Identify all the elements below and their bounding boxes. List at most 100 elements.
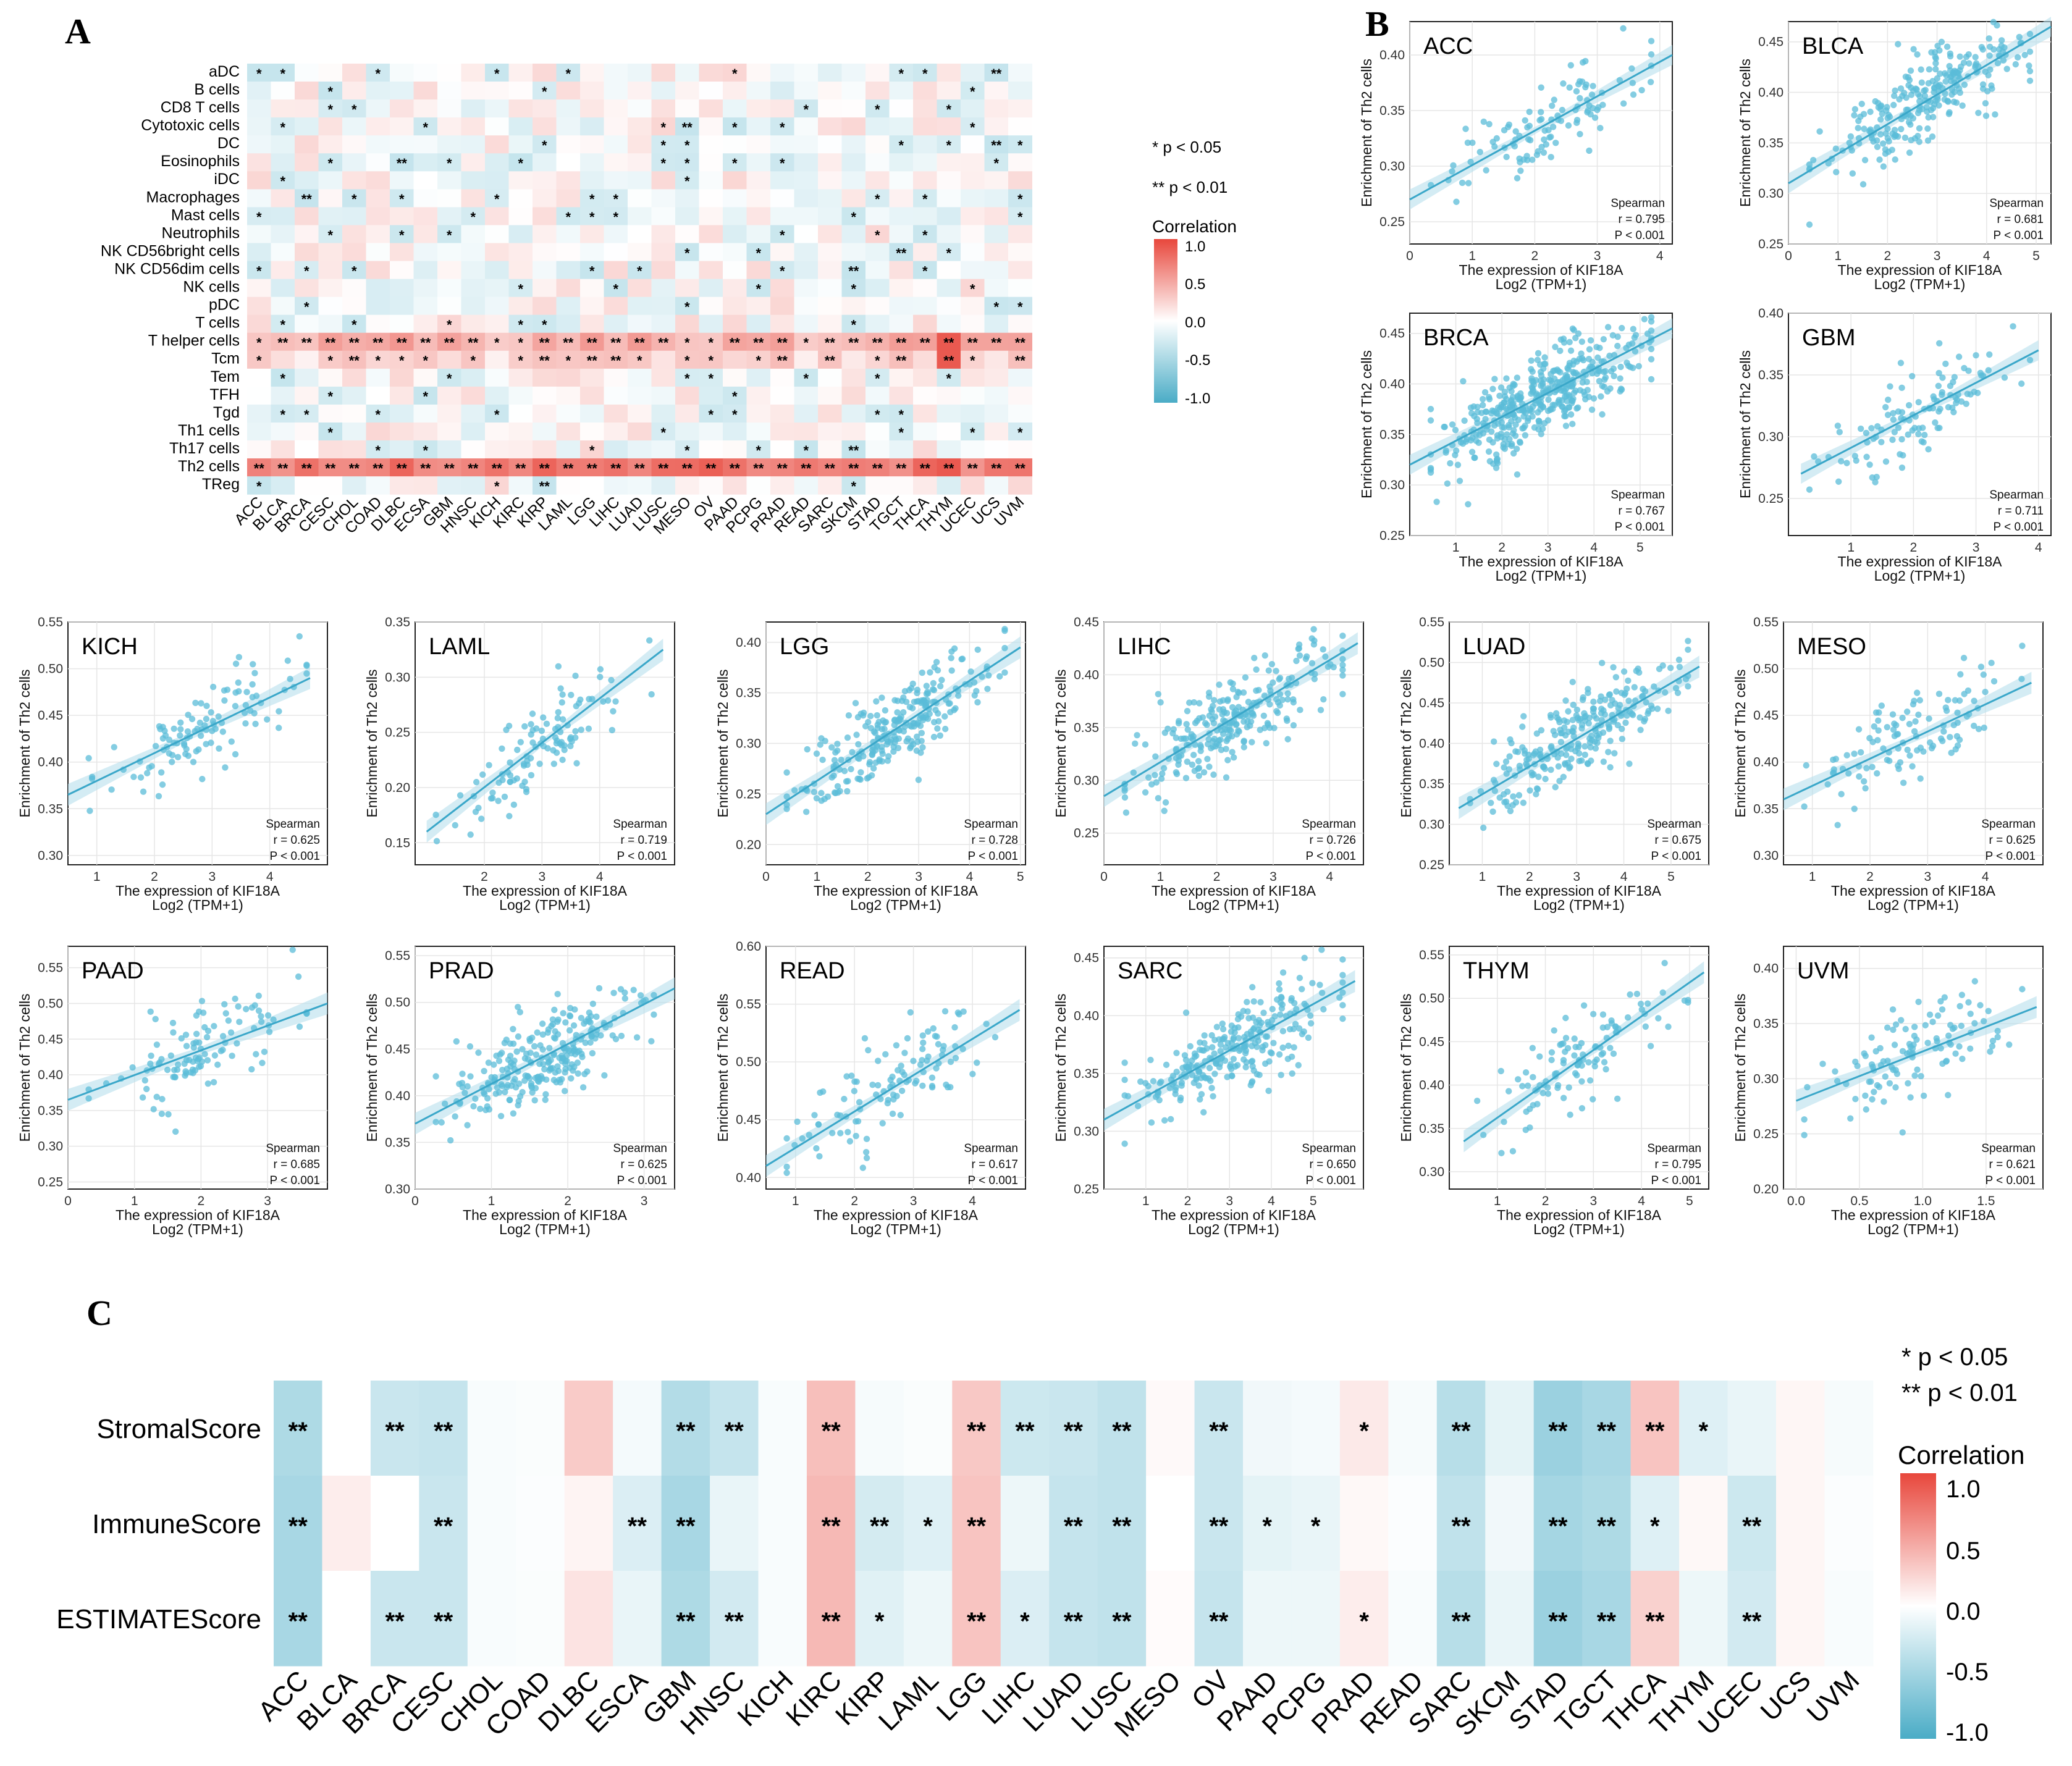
x-axis-label: The expression of KIF18A bbox=[1838, 553, 2003, 570]
stat-r: r = 0.617 bbox=[971, 1158, 1018, 1171]
significance-star: ** bbox=[777, 353, 788, 369]
heatmap-cell bbox=[770, 332, 794, 351]
data-point bbox=[1986, 351, 1993, 358]
data-point bbox=[1533, 785, 1541, 792]
data-point bbox=[1205, 1075, 1212, 1082]
x-tick-label: 1.0 bbox=[1914, 1194, 1932, 1208]
data-point bbox=[1560, 80, 1567, 87]
heatmap-cell bbox=[437, 476, 461, 495]
heatmap-cell bbox=[913, 476, 937, 495]
heatmap-cell bbox=[651, 82, 676, 100]
data-point bbox=[141, 1077, 148, 1084]
data-point bbox=[822, 738, 828, 744]
data-point bbox=[507, 778, 513, 785]
significance-star: * bbox=[399, 353, 405, 369]
y-tick-label: 0.55 bbox=[38, 961, 63, 975]
data-point bbox=[1510, 450, 1517, 457]
data-point bbox=[188, 715, 196, 723]
data-point bbox=[974, 699, 981, 706]
data-point bbox=[1297, 707, 1303, 713]
significance-star: * bbox=[803, 443, 809, 458]
data-point bbox=[1240, 744, 1247, 751]
significance-star: * bbox=[1311, 1513, 1321, 1540]
data-point bbox=[1580, 1002, 1588, 1009]
heatmap-cell bbox=[366, 135, 390, 154]
data-point bbox=[1943, 1057, 1950, 1064]
significance-star: * bbox=[280, 371, 285, 387]
heatmap-cell bbox=[794, 296, 819, 316]
data-point bbox=[1941, 994, 1948, 1001]
data-point bbox=[1555, 763, 1562, 770]
heatmap-cell bbox=[1485, 1476, 1535, 1571]
heatmap-cell bbox=[580, 189, 604, 208]
significance-star: * bbox=[352, 191, 357, 207]
data-point bbox=[612, 698, 619, 705]
significance-star: * bbox=[1017, 138, 1023, 153]
data-point bbox=[1897, 85, 1905, 92]
heatmap-cell bbox=[952, 1571, 1001, 1667]
data-point bbox=[514, 746, 521, 754]
data-point bbox=[178, 1035, 185, 1042]
data-point bbox=[1121, 1059, 1128, 1066]
data-point bbox=[938, 676, 945, 684]
heatmap-cell bbox=[889, 207, 914, 225]
stat-p: P < 0.001 bbox=[1993, 521, 2044, 534]
significance-star: ** bbox=[420, 335, 431, 351]
data-point bbox=[1633, 667, 1640, 675]
heatmap-cell bbox=[889, 314, 914, 334]
heatmap-cell bbox=[984, 99, 1009, 118]
heatmap-cell bbox=[485, 368, 509, 387]
y-tick-label: 0.45 bbox=[1379, 327, 1405, 341]
data-point bbox=[1257, 999, 1264, 1006]
significance-star: * bbox=[684, 138, 690, 153]
data-point bbox=[1560, 1095, 1567, 1101]
data-point bbox=[1208, 1032, 1215, 1039]
data-point bbox=[1583, 379, 1590, 385]
heatmap-cell bbox=[1339, 1571, 1389, 1667]
data-point bbox=[1620, 668, 1628, 675]
data-point bbox=[1559, 106, 1566, 114]
significance-star: ** bbox=[1597, 1608, 1617, 1635]
heatmap-cell bbox=[661, 1476, 710, 1571]
heatmap-cell bbox=[533, 99, 557, 118]
heatmap-cell bbox=[1049, 1571, 1098, 1667]
heatmap-cell bbox=[841, 476, 866, 495]
heatmap-cell bbox=[318, 171, 343, 190]
heatmap-cell bbox=[508, 296, 533, 316]
heatmap-cell bbox=[580, 314, 604, 334]
heatmap-cell bbox=[651, 207, 676, 225]
data-point bbox=[1195, 765, 1202, 772]
data-point bbox=[1935, 382, 1942, 390]
data-point bbox=[1863, 765, 1870, 772]
data-point bbox=[1562, 385, 1570, 392]
data-point bbox=[1832, 755, 1840, 762]
heatmap-cell bbox=[1388, 1571, 1438, 1667]
heatmap-cell bbox=[604, 243, 628, 262]
x-tick-label: 1.5 bbox=[1977, 1194, 1995, 1208]
data-point bbox=[834, 783, 841, 790]
heatmap-cell bbox=[580, 404, 604, 423]
heatmap-cell bbox=[841, 117, 866, 136]
heatmap-cell bbox=[342, 153, 366, 172]
heatmap-cell bbox=[318, 117, 343, 136]
data-point bbox=[1926, 1011, 1934, 1018]
data-point bbox=[470, 1103, 477, 1110]
immune-heatmap: * * * * * * * * **aDC* * *B cells* * * * *CD8 T cells*… bbox=[101, 63, 1032, 538]
heatmap-cell bbox=[508, 368, 533, 387]
data-point bbox=[432, 811, 439, 818]
heatmap-cell bbox=[533, 189, 557, 208]
heatmap-cell bbox=[865, 350, 890, 369]
row-label: NK cells bbox=[183, 279, 240, 296]
data-point bbox=[507, 1053, 514, 1059]
heatmap-cell bbox=[699, 314, 723, 334]
data-point bbox=[1871, 723, 1877, 730]
heatmap-cell bbox=[1008, 261, 1032, 280]
heatmap-cell bbox=[437, 314, 461, 334]
data-point bbox=[1895, 424, 1902, 431]
data-point bbox=[1989, 1043, 1996, 1049]
data-point bbox=[851, 1078, 858, 1085]
data-point bbox=[941, 1008, 949, 1015]
heatmap-cell bbox=[628, 243, 652, 262]
heatmap-cell bbox=[342, 423, 366, 441]
